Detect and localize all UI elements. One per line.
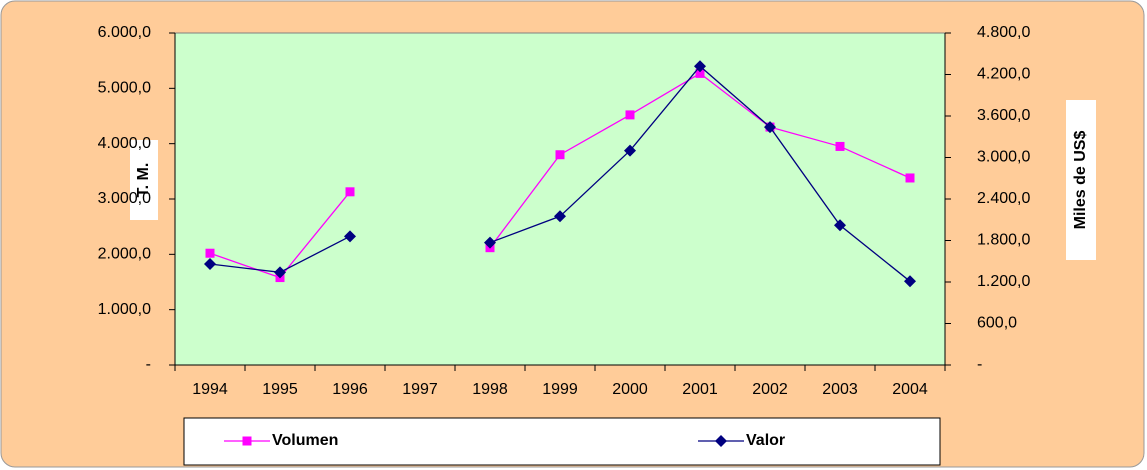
x-tick-label: 2000	[612, 381, 648, 398]
y-tick-label: 1.000,0	[98, 301, 151, 318]
point	[345, 187, 355, 197]
y2-tick-label: -	[977, 356, 982, 373]
x-tick-label: 2001	[682, 381, 718, 398]
y2-axis-label: Miles de US$	[1072, 131, 1089, 230]
plot-area	[174, 32, 946, 366]
point	[242, 436, 252, 446]
point	[484, 236, 496, 249]
y-label-box	[130, 140, 158, 220]
x-tick-label: 2004	[892, 381, 928, 398]
point	[835, 141, 845, 151]
point	[205, 248, 215, 258]
y2-tick-label: 2.400,0	[977, 190, 1030, 207]
point	[834, 219, 846, 232]
y2-tick-label: 3.000,0	[977, 149, 1030, 166]
x-tick-label: 1997	[402, 381, 438, 398]
y-tick-label: 4.000,0	[98, 135, 151, 152]
y2-tick-label: 1.200,0	[977, 273, 1030, 290]
legend-label: Volumen	[272, 432, 338, 449]
y2-tick-label: 3.600,0	[977, 107, 1030, 124]
y2-tick-label: 1.800,0	[977, 232, 1030, 249]
point	[695, 68, 705, 78]
x-tick-label: 1996	[332, 381, 368, 398]
point	[905, 173, 915, 183]
point	[715, 435, 727, 447]
x-tick-label: 1994	[192, 381, 228, 398]
point	[204, 258, 216, 271]
point	[624, 144, 636, 157]
y2-tick-label: 4.200,0	[977, 66, 1030, 83]
y2-label-box	[1066, 100, 1096, 260]
y-tick-label: 3.000,0	[98, 190, 151, 207]
y-tick-label: 6.000,0	[98, 24, 151, 41]
y2-tick-label: 600,0	[977, 315, 1017, 332]
point	[555, 150, 565, 160]
point	[274, 266, 286, 279]
point	[625, 110, 635, 120]
x-tick-label: 1999	[542, 381, 578, 398]
legend-label: Valor	[746, 432, 785, 449]
x-tick-label: 1995	[262, 381, 298, 398]
x-tick-label: 2003	[822, 381, 858, 398]
y2-tick-label: 4.800,0	[977, 24, 1030, 41]
x-tick-label: 2002	[752, 381, 788, 398]
legend	[183, 417, 941, 466]
point	[904, 275, 916, 288]
y-tick-label: 5.000,0	[98, 80, 151, 97]
point	[554, 210, 566, 223]
point	[344, 230, 356, 243]
point	[694, 60, 706, 73]
x-tick-label: 1998	[472, 381, 508, 398]
point	[764, 121, 776, 134]
y-tick-label: 2.000,0	[98, 246, 151, 263]
y-axis-label: T. M.	[135, 163, 152, 198]
y-tick-label: -	[146, 356, 151, 373]
